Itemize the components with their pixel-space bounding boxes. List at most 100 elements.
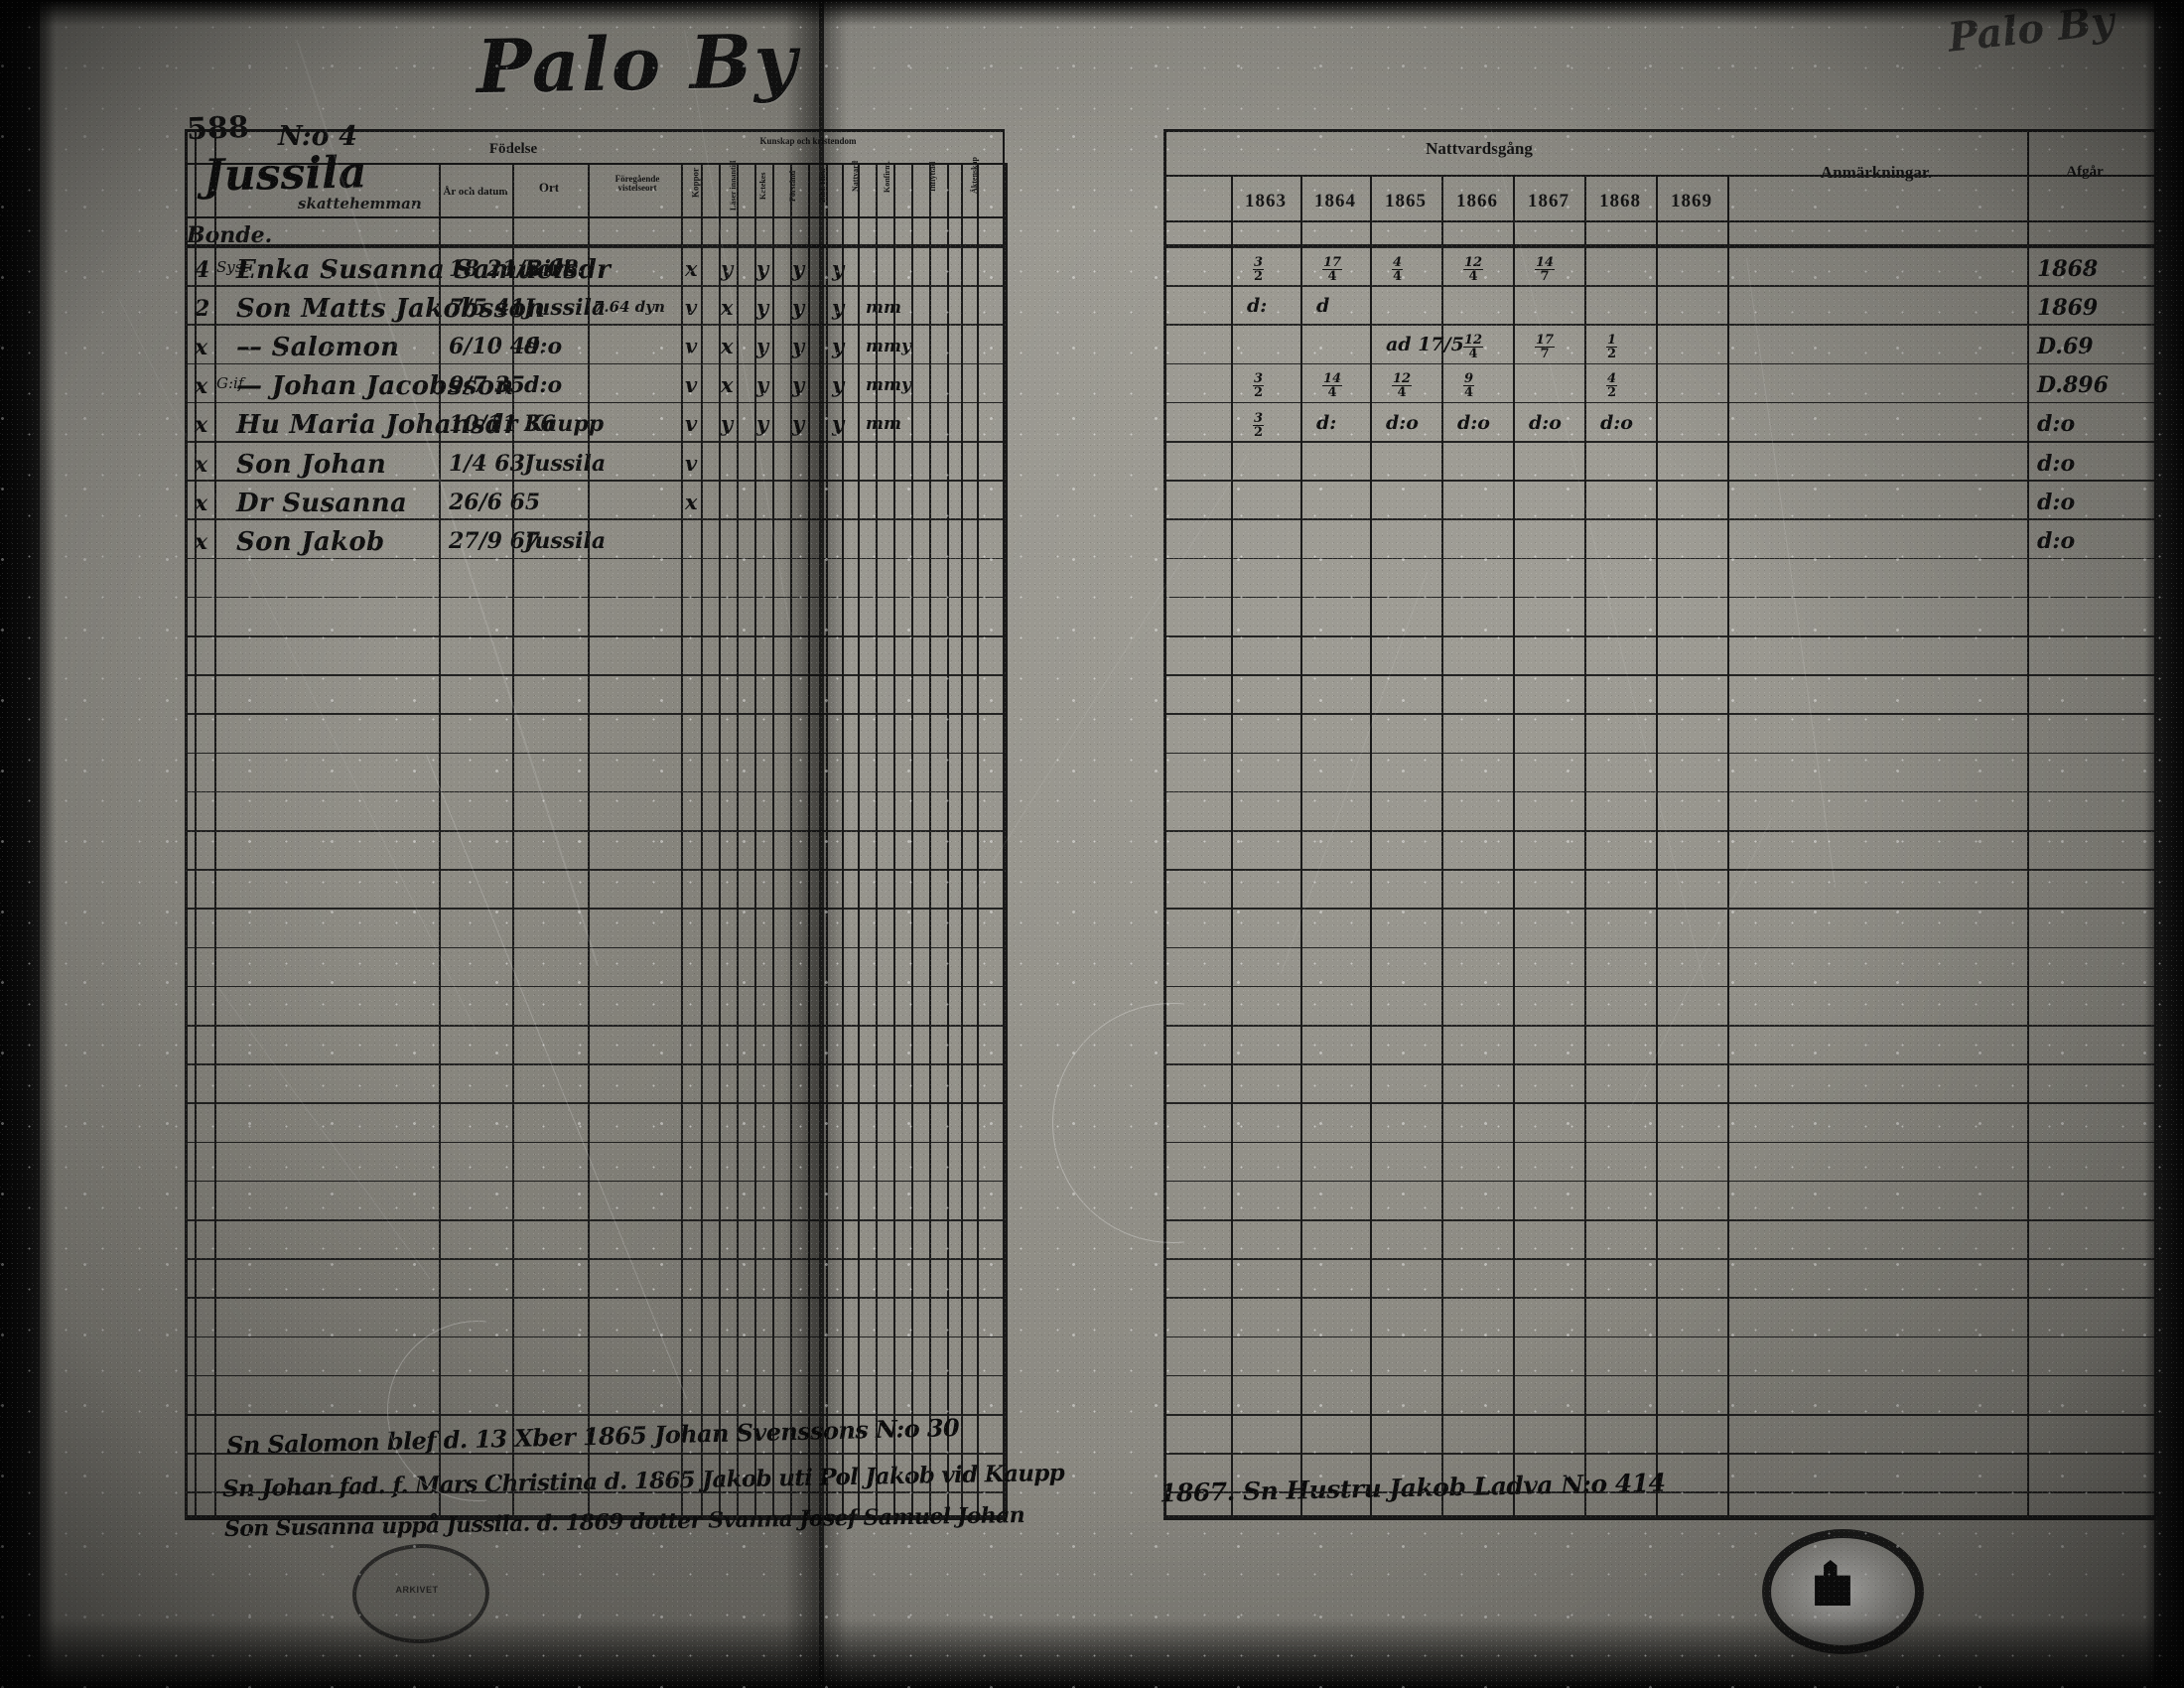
left-table-column-rule bbox=[961, 163, 963, 1517]
left-table-row-rule bbox=[185, 635, 1005, 637]
row-knowledge-tick: y bbox=[756, 334, 768, 358]
left-table-column-rule bbox=[876, 163, 878, 1517]
row-knowledge-note: mmy bbox=[866, 375, 911, 395]
left-table-row-rule bbox=[185, 1181, 1005, 1183]
row-mark: 4 bbox=[195, 257, 209, 283]
row-mark: 2 bbox=[195, 296, 209, 322]
right-table-column-rule bbox=[1656, 175, 1658, 1517]
row-knowledge-tick: v bbox=[685, 372, 697, 397]
left-table-row-rule bbox=[185, 246, 1005, 248]
right-table-row-rule bbox=[1163, 1258, 2156, 1260]
row-departed-value: 1869 bbox=[2037, 295, 2098, 321]
left-table-row-rule bbox=[185, 1102, 1005, 1104]
left-table-column-rule bbox=[185, 129, 188, 1517]
row-knowledge-tick: y bbox=[756, 411, 768, 436]
right-table-row-rule bbox=[1163, 947, 2156, 949]
communion-date: d:o bbox=[1457, 412, 1490, 434]
left-table-row-rule bbox=[185, 1336, 1005, 1338]
right-table-row-rule bbox=[1163, 986, 2156, 988]
left-table-column-rule bbox=[893, 163, 895, 1517]
row-knowledge-tick: y bbox=[792, 256, 804, 281]
right-table-row-rule bbox=[1163, 791, 2156, 793]
row-departed-value: d:o bbox=[2037, 490, 2075, 515]
left-table-column-rule bbox=[826, 163, 828, 1517]
right-table-row-rule bbox=[1163, 1025, 2156, 1027]
right-table-row-rule bbox=[1163, 635, 2156, 637]
left-table-row-rule bbox=[185, 1219, 1005, 1221]
left-table-column-rule bbox=[911, 163, 913, 1517]
row-knowledge-tick: x bbox=[721, 372, 734, 397]
row-knowledge-extra: y bbox=[832, 411, 844, 436]
communion-date: 14 7 bbox=[1535, 256, 1555, 283]
right-table-column-rule bbox=[1441, 175, 1443, 1517]
household-name: Jussila bbox=[203, 147, 366, 201]
row-birth-date: 1/4 63 bbox=[449, 451, 525, 477]
right-table-row-rule bbox=[1163, 1375, 2156, 1377]
row-knowledge-tick: v bbox=[685, 411, 697, 436]
row-birth-place: Kaupp bbox=[524, 411, 604, 437]
right-table-column-rule bbox=[1370, 175, 1372, 1517]
left-table-header-rule bbox=[185, 216, 1005, 218]
row-birth-place: Jussila bbox=[524, 528, 606, 554]
right-table-header-rule bbox=[1163, 220, 2156, 222]
left-table-row-rule bbox=[185, 869, 1005, 871]
right-table-row-rule bbox=[1163, 441, 2156, 443]
row-knowledge-note: mm bbox=[866, 298, 901, 318]
right-table-row-rule bbox=[1163, 830, 2156, 832]
row-knowledge-tick: y bbox=[792, 411, 804, 436]
row-mark: x bbox=[195, 335, 207, 360]
right-table-row-rule bbox=[1163, 753, 2156, 755]
communion-date: 12 bbox=[1606, 334, 1617, 360]
communion-date: d:o bbox=[1386, 412, 1419, 434]
communion-date: d: bbox=[1247, 295, 1267, 317]
communion-date: 12 4 bbox=[1392, 372, 1412, 399]
left-table-row-rule bbox=[185, 753, 1005, 755]
communion-date: 14 4 bbox=[1322, 372, 1342, 399]
left-table-column-rule bbox=[977, 163, 979, 1517]
page-title: Palo By bbox=[476, 19, 799, 110]
row-knowledge-tick: x bbox=[685, 256, 698, 281]
right-table-row-rule bbox=[1163, 518, 2156, 520]
row-birth-date: 7/5 41 bbox=[449, 295, 525, 321]
right-table-row-rule bbox=[1163, 1142, 2156, 1144]
row-knowledge-extra: y bbox=[832, 256, 844, 281]
page-number: 588 bbox=[186, 110, 249, 147]
left-table-row-rule bbox=[185, 830, 1005, 832]
right-table-column-rule bbox=[2156, 129, 2159, 1517]
right-table-column-rule bbox=[1163, 129, 1166, 1517]
row-knowledge-tick: y bbox=[721, 256, 733, 281]
right-table-row-rule bbox=[1163, 674, 2156, 676]
left-table-row-rule bbox=[185, 597, 1005, 599]
row-birth-place: Biri bbox=[524, 256, 571, 282]
communion-date: d:o bbox=[1529, 412, 1562, 434]
row-departed-value: D.896 bbox=[2037, 372, 2109, 398]
right-table-row-rule bbox=[1163, 402, 2156, 404]
row-birth-date: 26/6 65 bbox=[449, 490, 540, 515]
right-table-column-rule bbox=[2027, 129, 2029, 1517]
left-table-row-rule bbox=[185, 1063, 1005, 1065]
row-birth-place: Jussila bbox=[524, 451, 606, 477]
left-table-column-rule bbox=[588, 163, 590, 1517]
left-table-row-rule bbox=[185, 908, 1005, 910]
row-birth-date: 9/7 35 bbox=[449, 372, 525, 398]
right-table-column-rule bbox=[1727, 175, 1729, 1517]
right-table-row-rule bbox=[1163, 1181, 2156, 1183]
left-table-row-rule bbox=[185, 791, 1005, 793]
row-knowledge-tick: y bbox=[756, 256, 768, 281]
left-table-column-rule bbox=[947, 163, 949, 1517]
left-table-column-rule bbox=[754, 163, 756, 1517]
archive-stamp-left-caption: ARKIVET bbox=[352, 1585, 481, 1595]
communion-date: 12 4 bbox=[1463, 334, 1483, 360]
right-table-row-rule bbox=[1163, 363, 2156, 365]
row-knowledge-tick: y bbox=[792, 295, 804, 320]
right-table-column-rule bbox=[1231, 175, 1233, 1517]
left-table-row-rule bbox=[185, 1375, 1005, 1377]
left-table-column-rule bbox=[929, 163, 931, 1517]
left-table-column-rule bbox=[719, 163, 721, 1517]
row-mark: x bbox=[195, 373, 207, 399]
row-person-name: Son Johan bbox=[236, 450, 386, 480]
left-table-column-rule bbox=[808, 163, 810, 1517]
communion-date: d: bbox=[1316, 412, 1336, 434]
right-table-column-rule bbox=[1584, 175, 1586, 1517]
right-table-row-rule bbox=[1163, 908, 2156, 910]
